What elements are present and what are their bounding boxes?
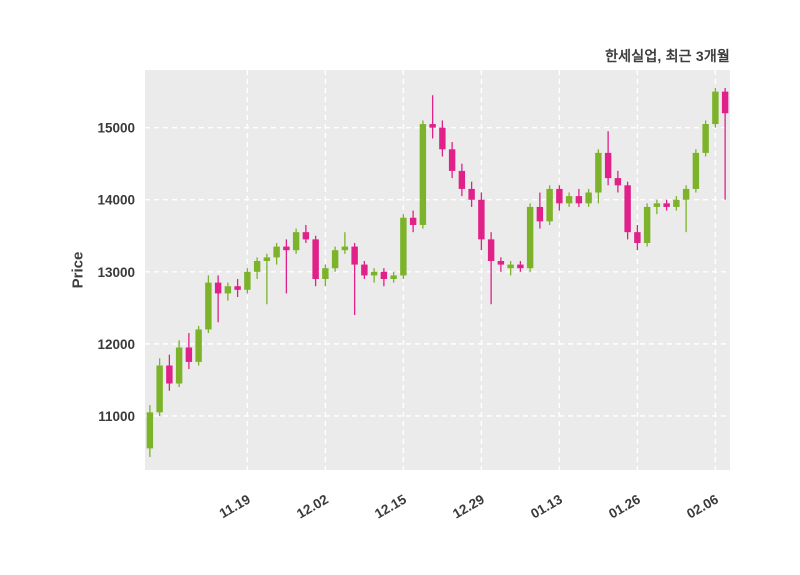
- candle-body: [439, 127, 446, 150]
- candle-body: [283, 246, 290, 251]
- candle-body: [692, 152, 700, 189]
- candle-body: [409, 217, 417, 225]
- candle-body: [370, 271, 378, 276]
- candle-body: [419, 124, 427, 225]
- candle-body: [400, 217, 407, 276]
- y-tick-label: 11000: [98, 409, 135, 424]
- candle-body: [517, 264, 524, 269]
- candle-body: [234, 286, 241, 290]
- candle-body: [195, 329, 202, 362]
- candle-body: [175, 347, 183, 384]
- candle-body: [253, 260, 261, 272]
- candle-body: [468, 188, 475, 200]
- x-tick-label: 11.19: [217, 492, 253, 522]
- y-tick-label: 15000: [97, 121, 135, 136]
- x-tick-label: 12.29: [450, 492, 487, 522]
- candle-body: [595, 152, 602, 193]
- candle-body: [497, 260, 505, 265]
- candle-body: [663, 203, 670, 207]
- candle-body: [429, 124, 436, 128]
- candle-body: [565, 196, 573, 204]
- candle-body: [634, 232, 641, 243]
- candle-body: [361, 264, 368, 276]
- candle-body: [487, 239, 495, 261]
- candle-body: [448, 149, 456, 171]
- plot-background: [145, 70, 730, 470]
- candle-body: [624, 185, 631, 233]
- candle-body: [273, 246, 280, 258]
- candle-body: [604, 152, 612, 179]
- candle-body: [185, 347, 193, 362]
- candle-body: [653, 203, 661, 207]
- candle-body: [351, 246, 358, 265]
- candle-body: [214, 282, 222, 294]
- candle-body: [721, 91, 729, 114]
- candle-body: [585, 192, 592, 204]
- x-tick-label: 12.15: [372, 491, 409, 521]
- candle-body: [156, 365, 163, 413]
- candle-body: [712, 91, 719, 125]
- candle-body: [322, 268, 329, 280]
- candle-body: [331, 250, 339, 269]
- candle-body: [507, 264, 514, 269]
- candle-body: [166, 365, 173, 384]
- x-tick-label: 01.13: [528, 491, 565, 521]
- candle-body: [380, 271, 388, 280]
- candle-body: [575, 196, 583, 204]
- candle-body: [244, 271, 251, 290]
- candle-body: [341, 246, 349, 251]
- candle-body: [458, 170, 466, 189]
- candle-body: [682, 188, 690, 200]
- y-tick-label: 14000: [97, 193, 135, 208]
- candle-body: [146, 412, 154, 449]
- candle-body: [526, 206, 534, 269]
- candle-body: [302, 232, 310, 240]
- candle-body: [312, 239, 319, 280]
- candle-body: [614, 178, 622, 186]
- candle-body: [390, 275, 397, 280]
- candle-body: [556, 188, 563, 204]
- candle-body: [702, 124, 709, 153]
- chart-title: 한세실업, 최근 3개월: [605, 48, 730, 64]
- candle-body: [673, 199, 680, 207]
- x-tick-label: 01.26: [606, 491, 643, 521]
- candle-body: [546, 188, 553, 222]
- y-tick-label: 13000: [97, 265, 135, 280]
- y-tick-label: 12000: [97, 337, 135, 352]
- x-tick-label: 02.06: [684, 491, 721, 521]
- candle-body: [263, 257, 271, 261]
- y-axis-label: Price: [69, 251, 87, 289]
- candle-body: [292, 232, 300, 251]
- candle-body: [224, 286, 232, 294]
- candle-body: [536, 206, 544, 222]
- candle-body: [478, 199, 485, 240]
- x-tick-label: 12.02: [294, 492, 331, 522]
- candle-body: [643, 206, 651, 243]
- candle-body: [205, 282, 212, 330]
